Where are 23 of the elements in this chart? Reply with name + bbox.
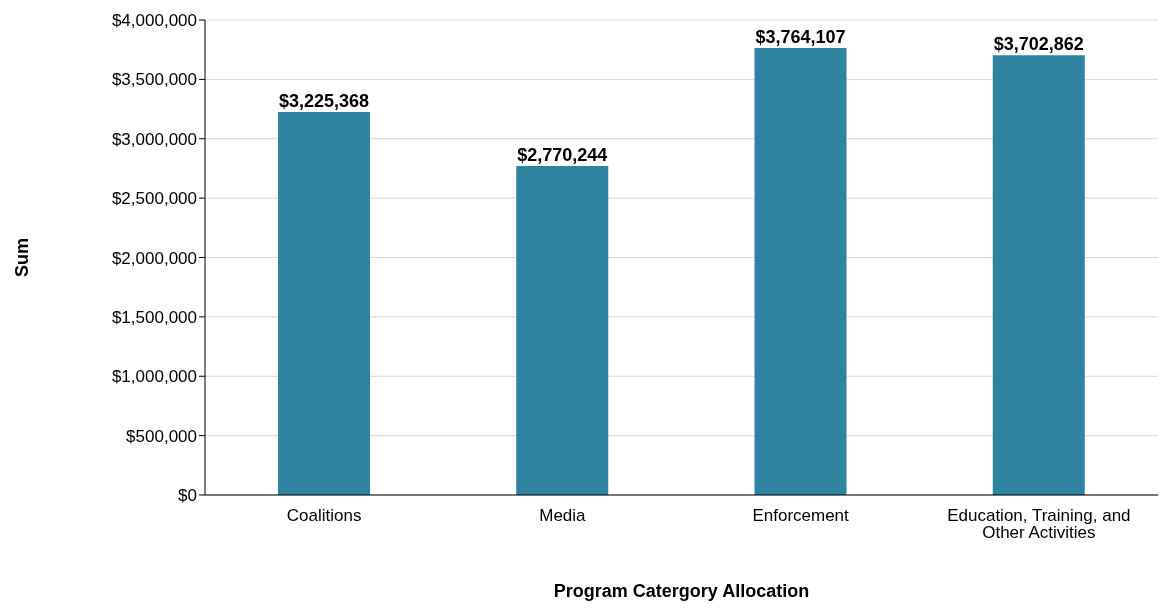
y-tick-label: $2,000,000	[111, 248, 197, 268]
data-label: $3,702,862	[993, 34, 1084, 55]
y-axis-title: Sum	[12, 237, 33, 278]
bar	[516, 166, 609, 495]
y-tick-label: $1,000,000	[111, 367, 197, 387]
y-tick-label: $0	[178, 486, 197, 506]
y-tick-label: $3,500,000	[111, 70, 197, 90]
y-tick-label: $2,500,000	[111, 189, 197, 209]
y-tick-label: $4,000,000	[111, 11, 197, 31]
bar	[754, 48, 847, 495]
bar	[992, 55, 1085, 495]
x-tick-label: Education, Training, and Other Activities	[947, 506, 1131, 543]
x-tick-label: Coalitions	[286, 506, 362, 526]
x-tick-label: Media	[539, 506, 587, 526]
y-tick-label: $1,500,000	[111, 307, 197, 327]
bar	[278, 111, 370, 495]
data-label: $3,225,368	[278, 90, 370, 111]
data-label: $3,764,107	[755, 27, 846, 48]
data-label: $2,770,244	[517, 145, 608, 166]
y-tick-label: $500,000	[126, 426, 197, 446]
y-tick-label: $3,000,000	[111, 129, 197, 149]
x-axis-title: Program Catergory Allocation	[553, 581, 810, 601]
x-tick-label: Enforcement	[752, 506, 850, 526]
